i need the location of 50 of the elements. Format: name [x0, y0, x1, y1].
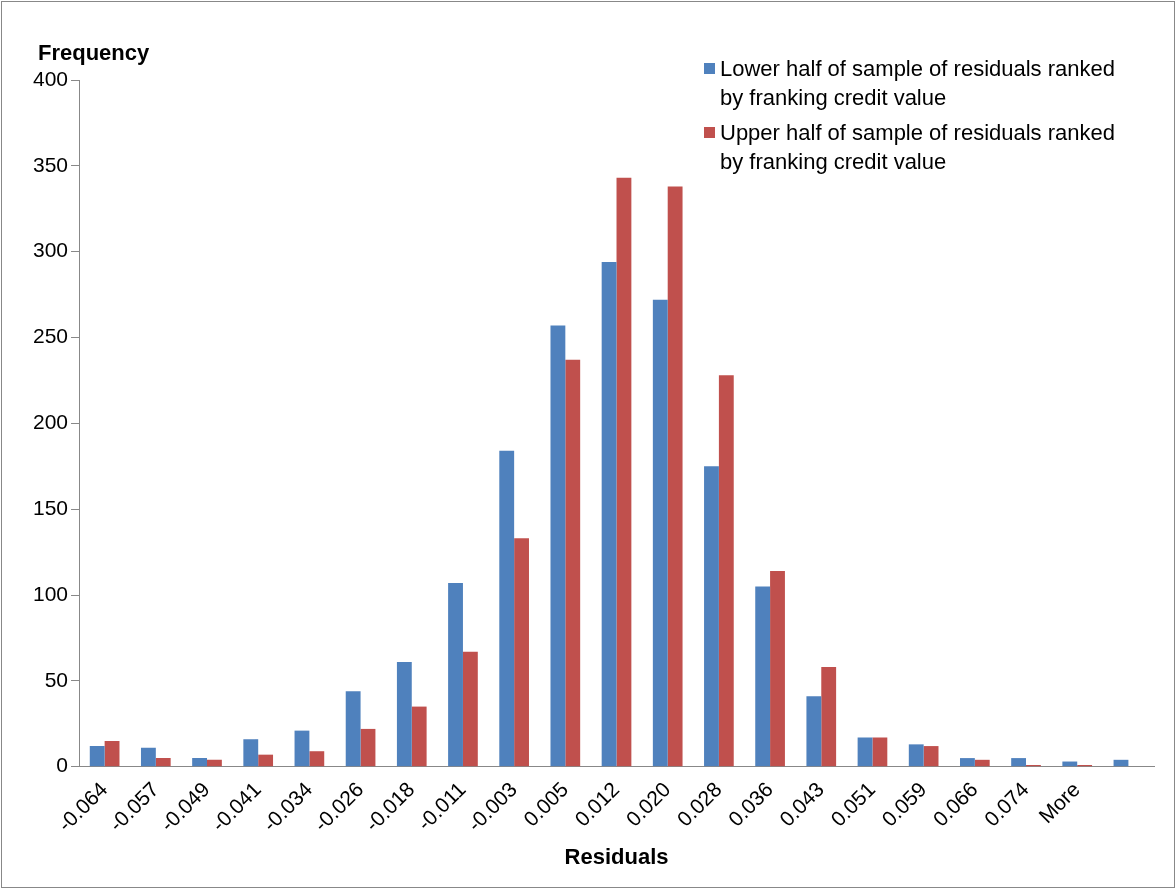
bar: [857, 737, 873, 767]
bar: [616, 177, 632, 767]
y-tick-label: 350: [32, 152, 69, 176]
bar: [207, 759, 222, 767]
bar: [667, 186, 683, 767]
legend-label: Upper half of sample of residuals ranked by franking credit value: [720, 119, 1116, 176]
bar: [294, 730, 310, 767]
y-tick-label: 200: [32, 410, 69, 434]
y-tick-label: 400: [32, 66, 69, 90]
bar: [601, 261, 617, 767]
y-tick-label: 100: [32, 581, 69, 605]
y-tick-label: 300: [32, 238, 69, 262]
bar: [258, 754, 274, 767]
bar: [755, 586, 771, 767]
bar: [652, 299, 668, 767]
bar: [140, 747, 156, 767]
bar: [974, 759, 990, 767]
x-axis-title: Residuals: [564, 843, 669, 869]
bar: [462, 651, 478, 767]
bar: [872, 737, 888, 767]
bar: [89, 746, 105, 767]
y-tick-label: 0: [56, 753, 69, 777]
bar: [448, 582, 463, 767]
bar: [908, 744, 924, 767]
bar: [565, 359, 581, 767]
y-axis-title: Frequency: [38, 40, 150, 66]
bar: [718, 375, 734, 767]
bar: [960, 758, 975, 767]
y-tick-label: 250: [32, 324, 69, 348]
bar: [360, 728, 376, 767]
bar: [550, 325, 566, 767]
bar: [104, 740, 120, 767]
bar: [192, 758, 208, 767]
legend-label: Lower half of sample of residuals ranked by franking credit value: [720, 55, 1116, 112]
y-tick-label: 150: [32, 495, 69, 519]
y-tick-label: 50: [44, 667, 69, 691]
bar: [309, 751, 325, 767]
bar: [243, 739, 259, 767]
bar: [806, 696, 822, 767]
bar: [514, 538, 529, 767]
bar: [821, 667, 837, 767]
bar: [770, 570, 785, 767]
bar: [411, 706, 427, 767]
bar: [396, 661, 412, 767]
bar: [155, 758, 171, 767]
bar: [1011, 758, 1027, 767]
bar: [499, 450, 515, 767]
bar: [704, 466, 719, 767]
bar: [923, 746, 939, 767]
bar: [345, 691, 361, 767]
